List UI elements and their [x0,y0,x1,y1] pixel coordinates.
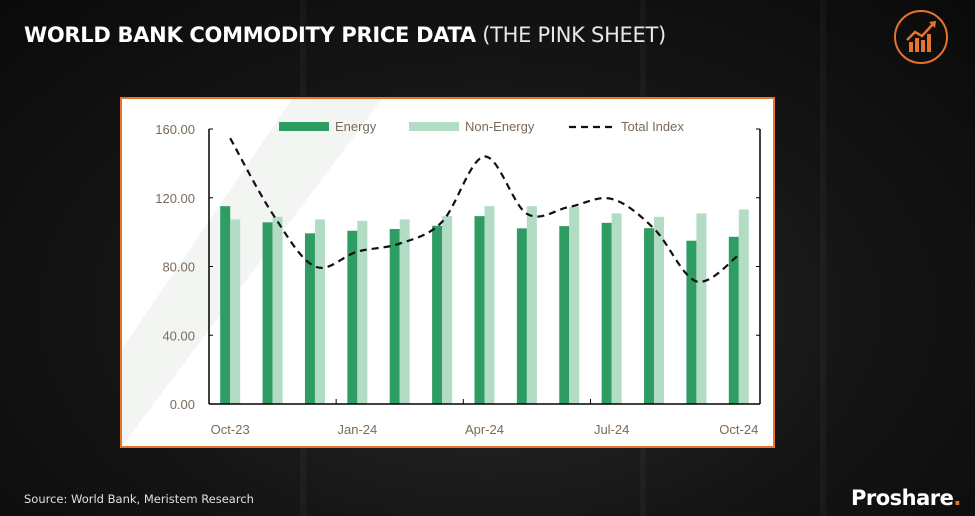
chart-panel: 0.0040.0080.00120.00160.0090.0096.00102.… [120,97,775,448]
left-tick-label: 40.00 [162,328,195,343]
bar-energy [559,226,570,404]
legend-label: Total Index [621,119,684,134]
bar-energy [389,229,400,404]
bar-energy [304,233,315,404]
x-tick-label: Oct-24 [719,422,758,437]
x-tick-label: Jan-24 [337,422,377,437]
left-tick-label: 120.00 [155,191,195,206]
left-tick-label: 160.00 [155,122,195,137]
bar-energy [601,222,612,404]
left-tick-label: 80.00 [162,260,195,275]
bar-non-energy [399,219,410,404]
bar-energy [474,216,485,404]
bar-non-energy [442,216,453,404]
brand-dot: . [953,486,961,510]
title-light: (THE PINK SHEET) [482,23,666,47]
bar-energy [220,206,231,404]
growth-chart-icon [894,10,948,64]
bar-non-energy [314,219,325,404]
bar-non-energy [230,219,241,404]
brand-name: Proshare [851,486,954,510]
bar-energy [432,225,443,404]
bar-non-energy [696,213,707,404]
bar-non-energy [611,213,622,404]
bar-non-energy [526,206,537,404]
bar-energy [262,222,273,404]
x-tick-label: Jul-24 [594,422,629,437]
legend-label: Energy [335,119,377,134]
brand-logo: Proshare. [851,486,961,510]
bar-energy [686,240,697,404]
page-title: WORLD BANK COMMODITY PRICE DATA (THE PIN… [24,23,666,47]
source-note: Source: World Bank, Meristem Research [24,492,254,506]
bar-non-energy [272,216,283,404]
legend-label: Non-Energy [465,119,535,134]
legend-swatch [279,122,329,131]
bar-energy [644,228,655,404]
background-band [122,99,382,446]
title-bold: WORLD BANK COMMODITY PRICE DATA [24,23,476,47]
bar-non-energy [569,206,580,404]
bar-energy [728,236,739,404]
bar-energy [347,230,358,404]
bar-non-energy [738,209,749,404]
x-tick-label: Oct-23 [211,422,250,437]
bar-non-energy [357,220,368,404]
combo-chart: 0.0040.0080.00120.00160.0090.0096.00102.… [122,99,761,446]
x-tick-label: Apr-24 [465,422,504,437]
bar-energy [516,228,527,404]
bar-non-energy [484,206,495,404]
legend-swatch [409,122,459,131]
bar-non-energy [654,216,665,404]
left-tick-label: 0.00 [170,397,195,412]
